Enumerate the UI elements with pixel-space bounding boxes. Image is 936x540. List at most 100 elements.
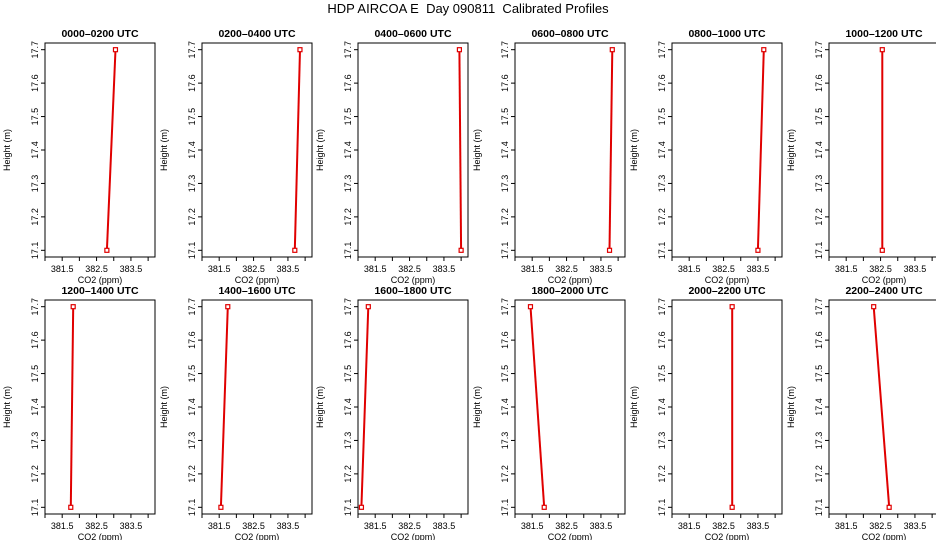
- y-tick-label: 17.2: [187, 208, 197, 226]
- x-tick-label: 382.5: [242, 521, 265, 531]
- y-tick-label: 17.5: [657, 108, 667, 126]
- y-tick-label: 17.3: [343, 432, 353, 450]
- y-axis-label: Height (m): [2, 386, 12, 428]
- y-tick-label: 17.4: [814, 141, 824, 159]
- panel-title: 1000–1200 UTC: [845, 28, 922, 40]
- y-tick-label: 17.7: [814, 41, 824, 59]
- x-tick-label: 381.5: [835, 264, 858, 274]
- y-tick-label: 17.2: [814, 208, 824, 226]
- panel-title: 0000–0200 UTC: [61, 28, 138, 40]
- y-axis-label: Height (m): [629, 129, 639, 171]
- x-tick-label: 383.5: [433, 264, 456, 274]
- y-axis-label: Height (m): [786, 129, 796, 171]
- x-axis-label: CO2 (ppm): [391, 532, 436, 540]
- y-tick-label: 17.2: [814, 465, 824, 483]
- panel-title: 0800–1000 UTC: [688, 28, 765, 40]
- y-tick-label: 17.3: [500, 175, 510, 193]
- y-tick-label: 17.2: [500, 208, 510, 226]
- y-axis-label: Height (m): [786, 386, 796, 428]
- y-tick-label: 17.3: [657, 175, 667, 193]
- panel-title: 1400–1600 UTC: [218, 285, 295, 297]
- plot-frame: [357, 42, 469, 258]
- y-tick-label: 17.6: [500, 331, 510, 349]
- y-tick-label: 17.4: [343, 398, 353, 416]
- y-tick-label: 17.1: [30, 499, 40, 517]
- x-tick-label: 381.5: [521, 264, 544, 274]
- profile-point: [358, 504, 365, 510]
- profile-line: [69, 306, 75, 508]
- y-tick-label: 17.4: [814, 398, 824, 416]
- y-tick-label: 17.1: [814, 242, 824, 260]
- y-tick-label: 17.6: [814, 74, 824, 92]
- x-tick-label: 382.5: [555, 264, 578, 274]
- profile-point: [456, 47, 463, 53]
- x-tick-label: 382.5: [712, 521, 735, 531]
- profile-line: [360, 306, 370, 508]
- y-axis-label: Height (m): [472, 386, 482, 428]
- x-axis-label: CO2 (ppm): [78, 275, 123, 285]
- y-tick-label: 17.1: [343, 242, 353, 260]
- y-axis-label: Height (m): [159, 129, 169, 171]
- y-tick-label: 17.2: [500, 465, 510, 483]
- x-axis-label: CO2 (ppm): [235, 275, 280, 285]
- y-tick-label: 17.5: [30, 365, 40, 383]
- profile-point: [104, 247, 110, 253]
- x-axis-label: CO2 (ppm): [235, 532, 280, 540]
- x-tick-label: 381.5: [364, 521, 387, 531]
- y-tick-label: 17.3: [30, 432, 40, 450]
- plot-frame: [671, 299, 783, 515]
- x-axis-label: CO2 (ppm): [391, 275, 436, 285]
- profile-point: [70, 304, 76, 310]
- x-axis-label: CO2 (ppm): [862, 275, 907, 285]
- y-tick-label: 17.1: [500, 499, 510, 517]
- y-tick-label: 17.1: [657, 499, 667, 517]
- y-tick-label: 17.5: [30, 108, 40, 126]
- profile-point: [541, 504, 547, 510]
- y-tick-label: 17.5: [343, 108, 353, 126]
- y-tick-label: 17.4: [187, 398, 197, 416]
- y-tick-label: 17.7: [657, 298, 667, 316]
- profile-point: [606, 247, 613, 253]
- y-tick-label: 17.1: [187, 499, 197, 517]
- y-tick-label: 17.6: [30, 331, 40, 349]
- y-tick-label: 17.4: [657, 141, 667, 159]
- x-tick-label: 381.5: [364, 264, 387, 274]
- y-tick-label: 17.7: [500, 298, 510, 316]
- profile-point: [886, 504, 892, 510]
- y-tick-label: 17.5: [500, 108, 510, 126]
- x-tick-label: 383.5: [277, 521, 300, 531]
- plot-frame: [201, 299, 313, 515]
- panel-title: 2200–2400 UTC: [845, 285, 922, 297]
- profile-point: [729, 504, 735, 510]
- y-tick-label: 17.1: [657, 242, 667, 260]
- y-tick-label: 17.7: [30, 298, 40, 316]
- y-tick-label: 17.1: [187, 242, 197, 260]
- x-tick-label: 383.5: [120, 521, 143, 531]
- profile-point: [755, 247, 761, 253]
- plot-frame: [357, 299, 469, 515]
- x-tick-label: 383.5: [277, 264, 300, 274]
- y-axis-label: Height (m): [629, 386, 639, 428]
- profile-point: [225, 304, 231, 310]
- y-tick-label: 17.6: [187, 74, 197, 92]
- profile-line: [219, 306, 229, 508]
- y-axis-label: Height (m): [2, 129, 12, 171]
- panel-title: 2000–2200 UTC: [688, 285, 765, 297]
- panel-title: 1800–2000 UTC: [531, 285, 608, 297]
- x-tick-label: 383.5: [904, 521, 927, 531]
- profile-point: [292, 247, 298, 253]
- profile-point: [365, 304, 371, 310]
- y-tick-label: 17.2: [343, 465, 353, 483]
- x-tick-label: 381.5: [678, 264, 701, 274]
- y-tick-label: 17.6: [657, 74, 667, 92]
- x-axis-label: CO2 (ppm): [548, 532, 593, 540]
- x-axis-label: CO2 (ppm): [862, 532, 907, 540]
- y-tick-label: 17.4: [187, 141, 197, 159]
- y-tick-label: 17.7: [500, 41, 510, 59]
- y-tick-label: 17.2: [30, 465, 40, 483]
- profile-point: [112, 47, 119, 53]
- y-tick-label: 17.3: [814, 432, 824, 450]
- y-tick-label: 17.6: [814, 331, 824, 349]
- x-tick-label: 383.5: [747, 521, 770, 531]
- profile-point: [458, 247, 464, 253]
